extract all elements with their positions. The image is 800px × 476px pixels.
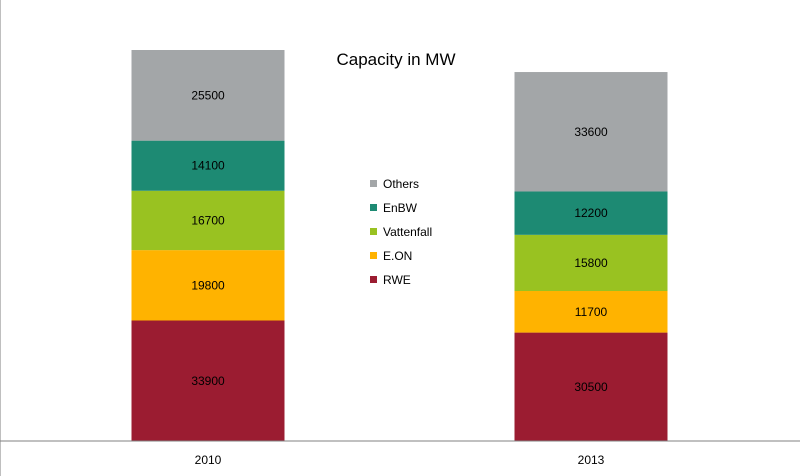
x-tick-label-2013: 2013 <box>578 453 605 467</box>
data-label-others-2013: 33600 <box>574 125 608 139</box>
data-label-e-on-2013: 11700 <box>575 305 608 319</box>
bar-segment-e-on-2013 <box>514 290 668 333</box>
data-label-others-2010: 25500 <box>191 88 225 102</box>
data-label-e-on-2010: 19800 <box>191 278 225 292</box>
bar-segment-enbw-2010 <box>131 140 285 191</box>
legend-label-enbw: EnBW <box>383 201 418 215</box>
data-label-enbw-2013: 12200 <box>574 206 608 220</box>
data-label-vattenfall-2010: 16700 <box>191 213 225 227</box>
bar-segment-enbw-2013 <box>514 191 668 235</box>
data-label-rwe-2010: 33900 <box>191 374 225 388</box>
chart-title: Capacity in MW <box>336 50 455 69</box>
bar-segment-rwe-2010 <box>131 320 285 441</box>
bar-segment-rwe-2013 <box>514 332 668 441</box>
legend-swatch-vattenfall <box>370 228 377 235</box>
data-label-vattenfall-2013: 15800 <box>574 256 608 270</box>
legend-label-vattenfall: Vattenfall <box>383 225 432 239</box>
legend-swatch-rwe <box>370 276 377 283</box>
x-axis-ticks: 2010 2013 <box>195 453 605 467</box>
bar-segment-others-2013 <box>514 72 668 192</box>
legend-label-rwe: RWE <box>383 273 411 287</box>
bar-segment-vattenfall-2013 <box>514 234 668 291</box>
legend-swatch-enbw <box>370 204 377 211</box>
data-label-rwe-2013: 30500 <box>574 380 608 394</box>
left-frame-line <box>0 0 1 476</box>
legend-swatch-others <box>370 180 377 187</box>
legend-label-others: Others <box>383 177 419 191</box>
bars-group: 33900 19800 16700 14100 25500 30500 11700 15800… <box>131 50 668 441</box>
legend-label-e-on: E.ON <box>383 249 412 263</box>
bar-segment-e-on-2010 <box>131 250 285 321</box>
legend: Others EnBW Vattenfall E.ON RWE <box>370 177 432 287</box>
bar-segment-others-2010 <box>131 50 285 141</box>
legend-swatch-e-on <box>370 252 377 259</box>
x-tick-label-2010: 2010 <box>195 453 222 467</box>
data-label-enbw-2010: 14100 <box>191 159 225 173</box>
bar-segment-vattenfall-2010 <box>131 190 285 251</box>
